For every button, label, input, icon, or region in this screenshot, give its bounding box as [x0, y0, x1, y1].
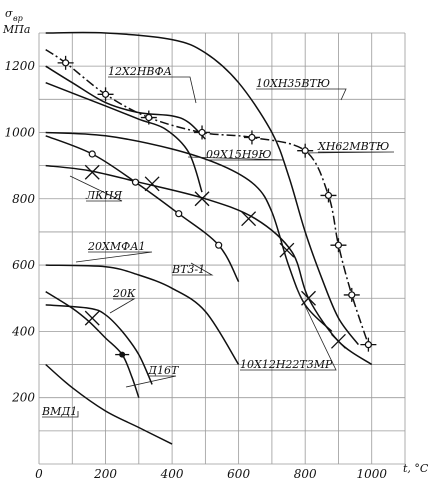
label-leader-12х2нвфа	[108, 76, 197, 104]
data-point-marker	[115, 351, 130, 358]
y-axis-symbol: σ	[5, 7, 13, 20]
tick-labels: 0 200 400 600 800 1000 200 400 600 800 1000 1200	[4, 59, 387, 481]
series-label-10х12н22т3мр: 10Х12Н22Т3МР	[240, 358, 333, 371]
x-tick-label: 200	[93, 467, 117, 481]
data-point-marker	[97, 87, 114, 102]
series-label-20к: 20К	[112, 287, 136, 300]
series-label-10хн35втю: 10ХН35ВТЮ	[256, 77, 330, 90]
y-tick-label: 1000	[4, 125, 35, 139]
label-leaders	[42, 76, 395, 418]
label-leader-10хн35втю	[256, 88, 347, 101]
data-point-marker	[279, 242, 295, 258]
label-leader-вт3-1	[172, 262, 214, 276]
y-tick-label: 600	[12, 258, 35, 272]
y-axis-subscript: вр	[13, 14, 23, 23]
label-leader-хн62мвтю	[301, 151, 395, 154]
y-axis-unit: МПа	[2, 23, 30, 36]
label-leader-д16т	[125, 375, 177, 388]
x-tick-label: 1000	[356, 467, 387, 481]
series-line-20к	[45, 304, 153, 385]
x-tick-label: 0	[35, 467, 43, 481]
label-leader-лкня	[69, 175, 123, 202]
data-point-marker	[343, 287, 360, 302]
series-line-10х12н22т3мр	[45, 164, 373, 366]
data-point-marker	[194, 191, 210, 207]
y-tick-label: 400	[11, 324, 35, 338]
series-line-10хн35втю	[45, 31, 359, 346]
data-point-marker	[360, 337, 377, 352]
curves	[45, 31, 373, 445]
data-point-marker	[330, 238, 347, 253]
y-tick-label: 800	[12, 192, 35, 206]
x-tick-label: 800	[294, 467, 317, 481]
curve-labels: 10ХН35ВТЮ ХН62МВТЮ 12Х2НВФА 09Х15Н9Ю ЛКНЯ 10Х…	[41, 65, 389, 418]
data-point-marker	[140, 110, 157, 125]
series-label-вмд1: ВМД1	[41, 405, 77, 418]
series-line-20хмфа1	[45, 264, 240, 365]
label-leader-20к	[109, 298, 136, 314]
data-point-marker	[297, 143, 314, 158]
series-label-лкня: ЛКНЯ	[85, 189, 123, 202]
y-tick-label: 200	[11, 391, 35, 405]
data-point-marker	[131, 178, 140, 186]
axis-titles: σ вр МПа t, °C	[2, 7, 429, 475]
series-label-хн62мвтю: ХН62МВТЮ	[317, 140, 389, 153]
series-label-20хмфа1: 20ХМФА1	[87, 240, 146, 253]
series-label-12х2нвфа: 12Х2НВФА	[108, 65, 172, 78]
series-line-12х2нвфа	[45, 65, 206, 140]
series-label-д16т: Д16Т	[147, 364, 180, 377]
data-point-marker	[241, 211, 257, 227]
x-axis-label: t, °C	[403, 462, 429, 475]
label-leader-вмд1	[42, 411, 79, 418]
data-point-marker	[330, 333, 346, 349]
x-tick-label: 600	[227, 467, 250, 481]
series-line-д16т	[45, 290, 140, 398]
label-leader-20хмфа1	[75, 251, 153, 263]
data-point-marker	[320, 188, 337, 203]
series-label-вт3-1: ВТ3-1	[171, 263, 205, 276]
data-point-marker	[88, 150, 96, 158]
series-line-вт3-1	[45, 135, 240, 283]
series-label-09х15н9ю: 09Х15Н9Ю	[206, 148, 272, 161]
data-point-marker	[84, 164, 100, 180]
x-tick-label: 400	[160, 467, 184, 481]
y-tick-label: 1200	[4, 59, 35, 73]
data-point-marker	[215, 241, 223, 249]
data-point-marker	[144, 176, 160, 192]
label-leader-10х12н22т3мр	[240, 286, 337, 371]
data-point-marker	[194, 125, 211, 140]
label-leader-09х15н9ю	[187, 156, 285, 161]
data-point-marker	[84, 310, 100, 326]
data-point-marker	[243, 130, 260, 145]
data-point-marker	[57, 55, 74, 70]
data-point-marker	[175, 210, 183, 218]
series-line-вмд1	[45, 363, 173, 445]
